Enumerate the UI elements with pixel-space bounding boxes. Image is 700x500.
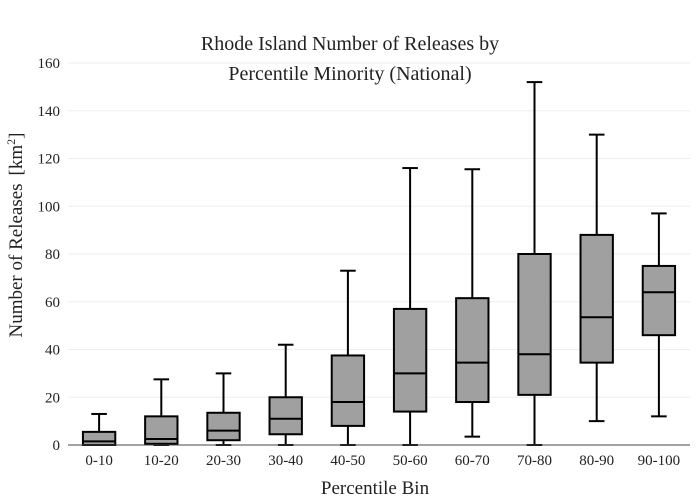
iqr-box [330, 354, 366, 427]
box-90-100 [641, 212, 677, 418]
y-tick-label-120: 120 [38, 152, 61, 168]
x-axis-title: Percentile Bin [321, 478, 430, 499]
y-tick-label-140: 140 [38, 104, 61, 120]
box-70-80 [517, 81, 552, 446]
iqr-box [392, 307, 428, 413]
y-axis-title-unit-superscript: 2 [4, 139, 18, 145]
iqr-box [81, 430, 117, 446]
y-tick-label-100: 100 [38, 199, 61, 215]
x-tick-label-10-20: 10-20 [144, 453, 179, 469]
iqr-box [455, 297, 490, 404]
x-tick-label-0-10: 0-10 [85, 453, 113, 469]
y-axis-title-unit-close: ] [6, 133, 27, 139]
box-20-30 [206, 372, 241, 446]
box-0-10 [81, 412, 117, 446]
y-tick-label-40: 40 [45, 343, 60, 359]
y-tick-label-160: 160 [38, 56, 61, 72]
x-tick-label-90-100: 90-100 [638, 453, 681, 469]
box-80-90 [579, 133, 614, 423]
iqr-box [206, 411, 241, 442]
x-tick-labels: 0-10 10-20 20-30 30-40 40-50 50-60 60-70 70-80 8… [85, 453, 680, 469]
y-tick-label-20: 20 [45, 390, 60, 406]
box-10-20 [144, 378, 179, 446]
y-tick-label-0: 0 [53, 438, 61, 454]
x-tick-label-50-60: 50-60 [393, 453, 428, 469]
x-tick-label-60-70: 60-70 [455, 453, 490, 469]
x-tick-label-40-50: 40-50 [330, 453, 365, 469]
chart-title-line-1: Rhode Island Number of Releases by [201, 33, 499, 55]
x-tick-label-30-40: 30-40 [268, 453, 303, 469]
y-tick-label-60: 60 [45, 295, 60, 311]
box-30-40 [268, 343, 303, 446]
y-tick-label-80: 80 [45, 247, 60, 263]
box-series [81, 81, 677, 446]
chart-title-line-2: Percentile Minority (National) [228, 63, 471, 85]
x-tick-label-80-90: 80-90 [579, 453, 614, 469]
iqr-box [641, 264, 677, 337]
box-40-50 [330, 269, 366, 446]
iqr-box [517, 253, 552, 396]
iqr-box [579, 233, 614, 364]
box-60-70 [455, 168, 490, 438]
y-axis-title-unit: [km [6, 145, 27, 176]
x-tick-label-20-30: 20-30 [206, 453, 241, 469]
x-tick-label-70-80: 70-80 [517, 453, 552, 469]
grid-lines [68, 62, 690, 398]
y-axis-title-label: Number of Releases [6, 183, 27, 337]
y-axis-title: Number of Releases [km2] [4, 133, 27, 338]
iqr-box [268, 396, 303, 436]
y-tick-labels: 0 20 40 60 80 100 120 140 160 [38, 56, 61, 454]
box-50-60 [392, 167, 428, 446]
